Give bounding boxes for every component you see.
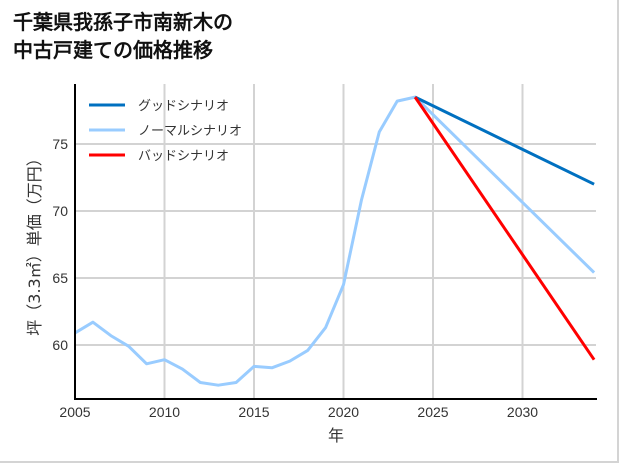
series-line xyxy=(74,95,596,387)
x-tick-label: 2030 xyxy=(507,404,538,420)
axes xyxy=(74,84,597,400)
x-axis-label: 年 xyxy=(328,426,344,445)
y-tick-label: 70 xyxy=(52,203,68,219)
x-tick-label: 2010 xyxy=(149,404,180,420)
x-tick-label: 2025 xyxy=(417,404,448,420)
legend-label: バッドシナリオ xyxy=(138,149,229,164)
tick-labels: 2005 2010 2015 2020 2025 2030 60 65 70 75 xyxy=(52,136,538,420)
title-line-2: 中古戸建ての価格推移 xyxy=(13,38,213,62)
series-line xyxy=(414,95,595,186)
y-tick-label: 75 xyxy=(52,136,68,152)
data-series xyxy=(74,95,596,387)
y-tick-label: 60 xyxy=(52,337,68,353)
series-line xyxy=(413,96,596,361)
y-axis-label: 坪（3.3㎡）単価（万円） xyxy=(25,150,44,335)
chart-title: 千葉県我孫子市南新木の 中古戸建ての価格推移 xyxy=(13,8,233,64)
x-tick-label: 2015 xyxy=(238,404,269,420)
legend-label: ノーマルシナリオ xyxy=(138,124,242,139)
legend-label: グッドシナリオ xyxy=(138,99,229,114)
x-tick-label: 2020 xyxy=(328,404,359,420)
title-line-1: 千葉県我孫子市南新木の xyxy=(13,10,233,34)
y-tick-label: 65 xyxy=(52,270,68,286)
x-tick-label: 2005 xyxy=(59,404,90,420)
gridlines xyxy=(76,84,596,399)
